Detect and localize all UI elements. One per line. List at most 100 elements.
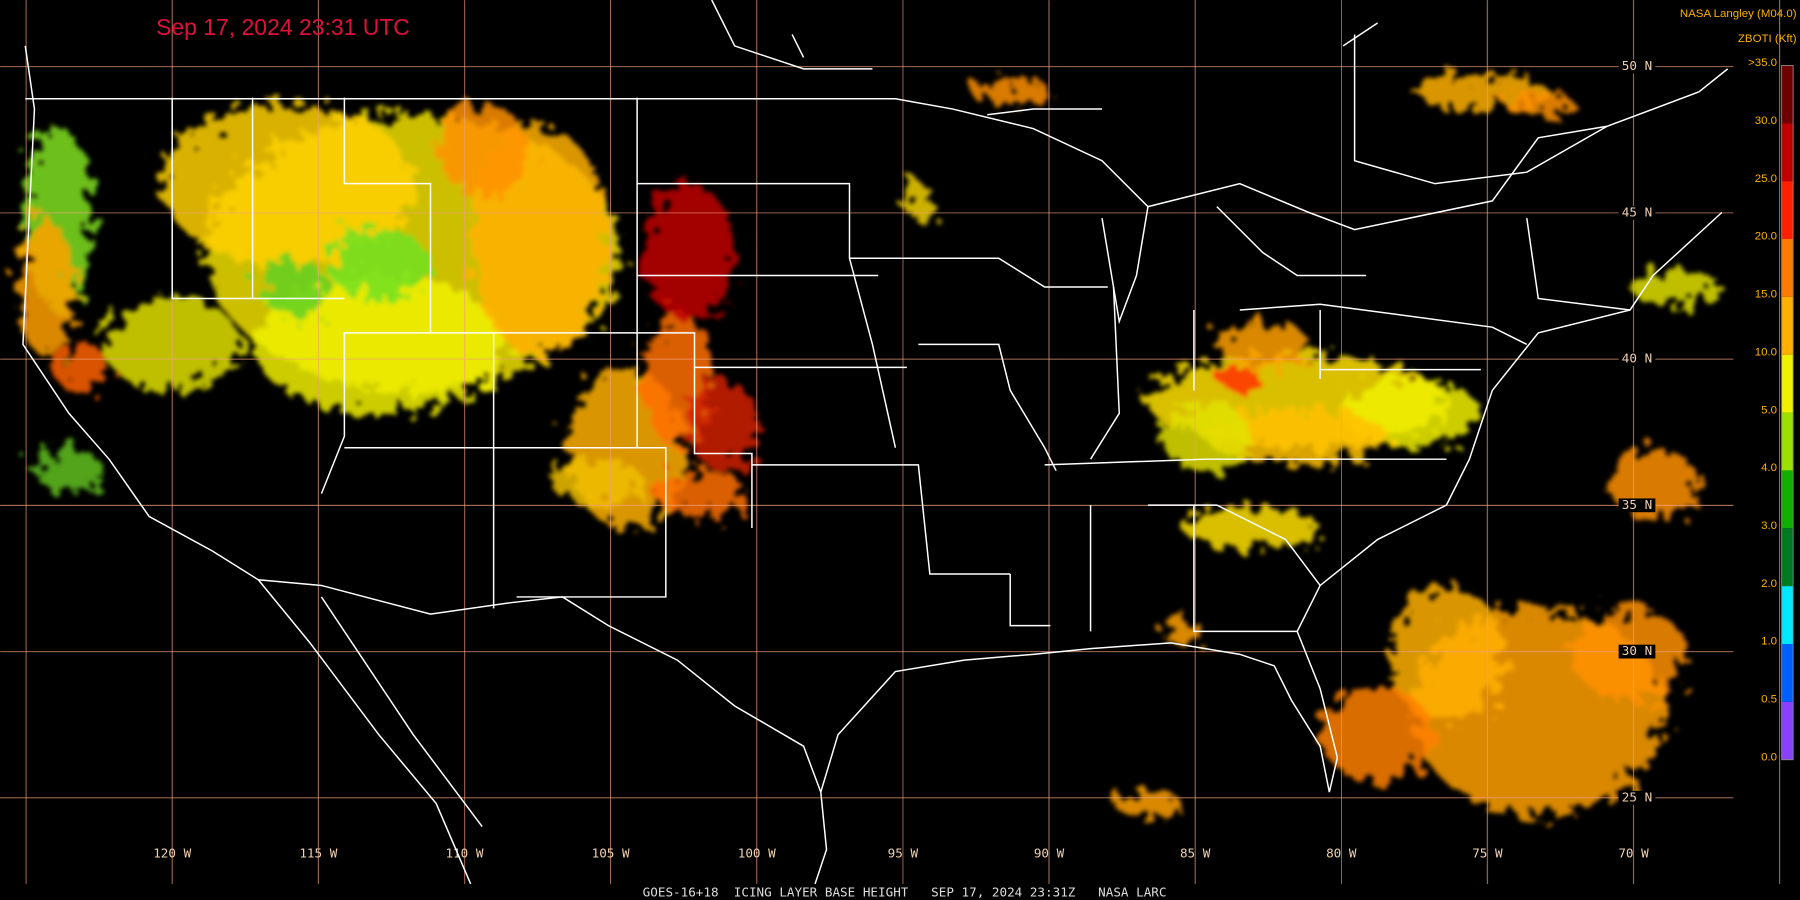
cloud-area bbox=[1182, 507, 1321, 549]
cloud-area bbox=[1320, 688, 1435, 781]
cloud-area bbox=[654, 470, 747, 517]
cloud-area bbox=[1503, 91, 1573, 115]
colorbar-label: 5.0 bbox=[1761, 404, 1777, 416]
cloud-area bbox=[436, 103, 529, 196]
colorbar-segment bbox=[1781, 354, 1794, 413]
boundary-line bbox=[1526, 218, 1631, 311]
colorbar-segment bbox=[1781, 181, 1794, 240]
boundary-line bbox=[1193, 505, 1298, 633]
colorbar-segment bbox=[1781, 412, 1794, 471]
colorbar-label: 25.0 bbox=[1755, 173, 1777, 185]
boundary-line bbox=[320, 596, 483, 827]
colorbar-segment bbox=[1781, 239, 1794, 297]
boundary-line bbox=[1342, 22, 1378, 47]
cloud-area bbox=[688, 378, 758, 471]
boundary-line bbox=[1101, 206, 1149, 325]
boundary-line bbox=[711, 0, 873, 70]
colorbar-label: 15.0 bbox=[1755, 289, 1777, 301]
boundary-line bbox=[1009, 573, 1051, 627]
colorbar-label: 0.0 bbox=[1761, 751, 1777, 763]
cloud-area bbox=[1216, 367, 1263, 391]
latitude-label: 50 N bbox=[1622, 58, 1652, 73]
cloud-area bbox=[551, 459, 643, 506]
boundary-line bbox=[257, 579, 472, 885]
cloud-area bbox=[1216, 321, 1309, 368]
colorbar-label: 3.0 bbox=[1761, 520, 1777, 532]
boundary-line bbox=[814, 792, 828, 885]
colorbar-label: 20.0 bbox=[1755, 231, 1777, 243]
cloud-area bbox=[1113, 792, 1183, 816]
colorbar-frame bbox=[1781, 64, 1794, 761]
longitude-label: 80 W bbox=[1326, 846, 1357, 861]
boundary-line bbox=[987, 108, 1103, 116]
boundary-line bbox=[849, 257, 1108, 288]
longitude-label: 120 W bbox=[153, 846, 191, 861]
boundary-line bbox=[1216, 206, 1367, 277]
boundary-line bbox=[1353, 34, 1608, 185]
colorbar-segment bbox=[1781, 644, 1794, 702]
latitude-label: 40 N bbox=[1622, 351, 1652, 366]
latitude-label: 25 N bbox=[1622, 789, 1652, 804]
colorbar-segment bbox=[1781, 123, 1794, 182]
cloud-area bbox=[1205, 407, 1390, 465]
label-backdrop bbox=[1618, 205, 1656, 220]
boundary-line bbox=[430, 332, 753, 529]
colorbar-segment bbox=[1781, 470, 1794, 529]
boundary-line bbox=[1239, 303, 1528, 346]
longitude-label: 115 W bbox=[299, 846, 337, 861]
cloud-area bbox=[17, 218, 75, 356]
cloud-area bbox=[970, 78, 1051, 106]
label-backdrop bbox=[1618, 790, 1656, 805]
cloud-area bbox=[642, 183, 735, 322]
boundaries bbox=[22, 0, 1729, 885]
label-backdrop bbox=[1618, 352, 1656, 366]
cloud-area bbox=[51, 344, 110, 391]
cloud-layer bbox=[17, 74, 1722, 816]
label-backdrop bbox=[1618, 498, 1656, 513]
legend-title: ZBOTI (Kft) bbox=[1738, 33, 1797, 45]
label-backdrop bbox=[1618, 644, 1656, 659]
longitude-label: 85 W bbox=[1180, 846, 1211, 861]
longitude-label: 75 W bbox=[1472, 846, 1503, 861]
latitude-label: 35 N bbox=[1622, 497, 1652, 512]
latitude-label: 30 N bbox=[1622, 643, 1652, 658]
colorbar-label: 1.0 bbox=[1761, 636, 1777, 648]
boundary-line bbox=[22, 45, 1723, 795]
graticule: 120 W 115 W 110 W 105 W 100 W 95 W 90 W 85 W 80 … bbox=[0, 0, 1781, 884]
label-backdrop bbox=[1618, 59, 1656, 74]
colorbar: >35.0 30.0 25.0 20.0 15.0 10.0 5.0 4.0 3.0 2.0 1.0… bbox=[1748, 57, 1794, 763]
longitude-label: 105 W bbox=[592, 846, 630, 861]
colorbar-label: >35.0 bbox=[1748, 57, 1777, 69]
cloud-area bbox=[252, 275, 506, 414]
colorbar-segment bbox=[1781, 586, 1794, 645]
longitude-label: 110 W bbox=[445, 846, 483, 861]
cloud-area bbox=[160, 103, 414, 265]
timestamp: Sep 17, 2024 23:31 UTC bbox=[156, 14, 410, 40]
colorbar-label: 30.0 bbox=[1755, 115, 1777, 127]
cloud-area bbox=[1630, 269, 1722, 305]
boundary-line bbox=[751, 464, 1011, 575]
longitude-label: 90 W bbox=[1034, 846, 1065, 861]
colorbar-label: 4.0 bbox=[1761, 462, 1777, 474]
colorbar-label: 10.0 bbox=[1755, 346, 1777, 358]
latitude-label: 45 N bbox=[1622, 204, 1652, 219]
boundary-line bbox=[344, 446, 667, 598]
boundary-line bbox=[171, 97, 345, 300]
source-label: NASA Langley (M04.0) bbox=[1680, 8, 1797, 20]
colorbar-label: 0.5 bbox=[1761, 694, 1777, 706]
boundary-line bbox=[1147, 504, 1321, 586]
cloud-area bbox=[34, 447, 104, 494]
cloud-area bbox=[258, 258, 328, 316]
cloud-area bbox=[1159, 401, 1252, 471]
boundary-line bbox=[25, 68, 1729, 231]
longitude-label: 70 W bbox=[1618, 846, 1649, 861]
boundary-line bbox=[791, 34, 805, 58]
longitude-label: 100 W bbox=[738, 846, 776, 861]
colorbar-segment bbox=[1781, 528, 1794, 587]
boundary-line bbox=[918, 343, 1057, 471]
cloud-area bbox=[1389, 585, 1504, 724]
cloud-area bbox=[327, 229, 431, 299]
cloud-area bbox=[901, 183, 936, 219]
